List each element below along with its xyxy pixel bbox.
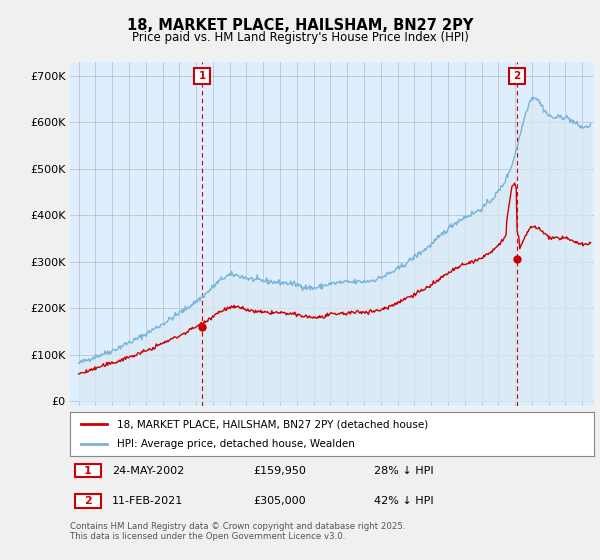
Text: 18, MARKET PLACE, HAILSHAM, BN27 2PY (detached house): 18, MARKET PLACE, HAILSHAM, BN27 2PY (de… [118,419,428,429]
Text: Contains HM Land Registry data © Crown copyright and database right 2025.
This d: Contains HM Land Registry data © Crown c… [70,522,406,542]
Text: 24-MAY-2002: 24-MAY-2002 [112,466,184,476]
Text: HPI: Average price, detached house, Wealden: HPI: Average price, detached house, Weal… [118,439,355,449]
Text: 11-FEB-2021: 11-FEB-2021 [112,496,184,506]
FancyBboxPatch shape [76,464,101,478]
FancyBboxPatch shape [76,494,101,508]
Text: 1: 1 [84,466,92,476]
Text: 18, MARKET PLACE, HAILSHAM, BN27 2PY: 18, MARKET PLACE, HAILSHAM, BN27 2PY [127,18,473,33]
Text: 28% ↓ HPI: 28% ↓ HPI [374,466,434,476]
Text: £305,000: £305,000 [254,496,306,506]
Text: 42% ↓ HPI: 42% ↓ HPI [374,496,434,506]
Text: 2: 2 [514,71,521,81]
Text: 1: 1 [199,71,206,81]
Text: Price paid vs. HM Land Registry's House Price Index (HPI): Price paid vs. HM Land Registry's House … [131,31,469,44]
Text: 2: 2 [84,496,92,506]
Text: £159,950: £159,950 [254,466,307,476]
